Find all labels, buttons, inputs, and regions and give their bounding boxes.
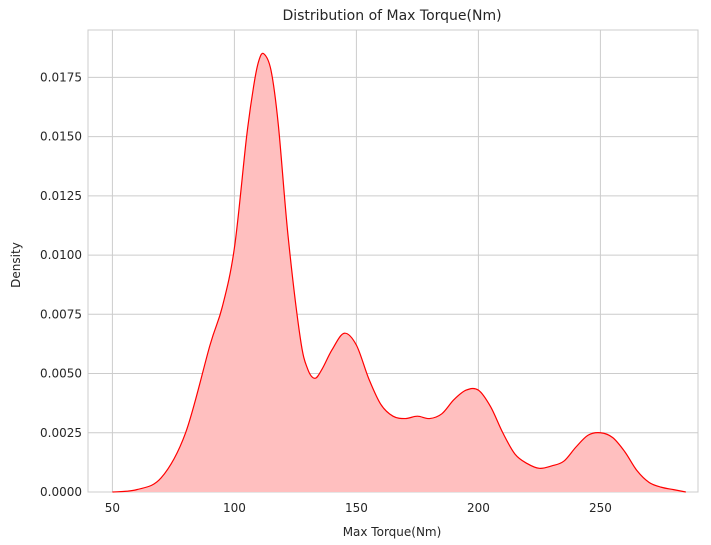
y-tick-label: 0.0150 xyxy=(40,130,82,144)
y-tick-label: 0.0175 xyxy=(40,70,82,84)
x-tick-label: 50 xyxy=(105,501,120,515)
density-series xyxy=(112,52,686,493)
y-tick-label: 0.0125 xyxy=(40,189,82,203)
x-axis-label: Max Torque(Nm) xyxy=(343,525,442,539)
x-tick-label: 100 xyxy=(223,501,246,515)
x-tick-label: 200 xyxy=(467,501,490,515)
x-tick-label: 250 xyxy=(589,501,612,515)
y-tick-label: 0.0050 xyxy=(40,367,82,381)
y-tick-label: 0.0000 xyxy=(40,485,82,499)
chart-title: Distribution of Max Torque(Nm) xyxy=(282,8,501,24)
y-tick-label: 0.0075 xyxy=(40,307,82,321)
density-area-fill xyxy=(112,53,686,492)
y-axis-label: Density xyxy=(9,242,23,288)
y-tick-label: 0.0025 xyxy=(40,426,82,440)
x-tick-label: 150 xyxy=(345,501,368,515)
y-tick-label: 0.0100 xyxy=(40,248,82,262)
y-axis-ticks: 0.0000 0.0025 0.0050 0.0075 0.0100 0.0125 0.01… xyxy=(40,70,82,499)
density-line xyxy=(112,52,686,493)
x-axis-ticks: 50 100 150 200 250 xyxy=(105,501,612,515)
